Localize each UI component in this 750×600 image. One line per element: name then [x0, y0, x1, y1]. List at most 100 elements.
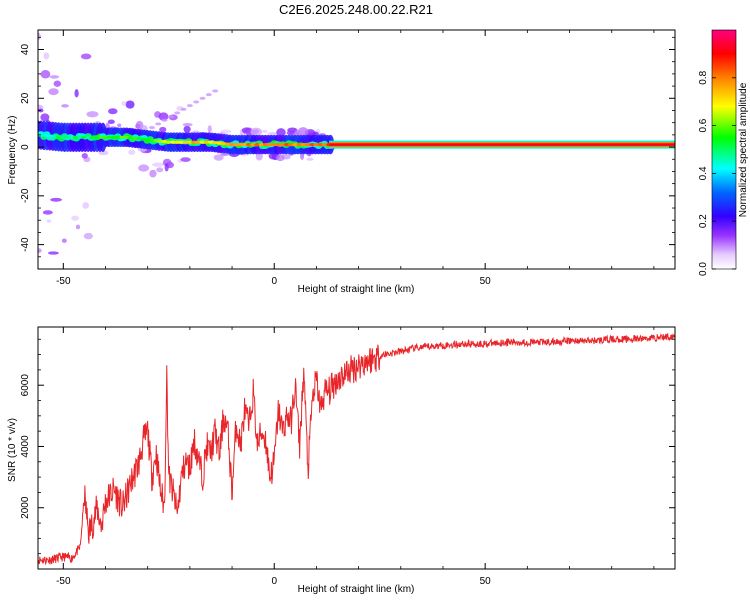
spectrogram-ridge-cell [68, 135, 75, 139]
spectrogram-noise-blob [117, 123, 122, 128]
spectrogram-noise-blob [186, 104, 193, 108]
colorbar-tick-label: 0.4 [698, 166, 709, 180]
spectrogram-ridge-cell [98, 135, 105, 139]
spectrogram-ridge-cell [254, 143, 261, 147]
spectrogram-ridge-cell [296, 143, 303, 147]
spectrogram-ytick-label: 20 [20, 92, 31, 104]
spectrogram-noise-blob [275, 154, 285, 162]
spectrogram-noise-blob [205, 93, 212, 97]
spectrogram-noise-blob [183, 125, 191, 133]
spectrogram-ridge-cell [300, 143, 307, 147]
spectrogram-frame [37, 29, 676, 270]
spectrogram-noise-blob [250, 127, 263, 137]
spectrogram-noise-blob [312, 131, 319, 136]
spectrogram-ridge-cell [72, 135, 79, 139]
snr-panel: -50 0 50 2000 4000 6000 Height of straight li… [7, 326, 676, 595]
colorbar-tick-label: 0.0 [698, 262, 709, 276]
spectrogram-noise-blob [50, 197, 62, 202]
spectrogram-noise-blob [80, 53, 92, 60]
spectrogram-ridge-cell [304, 143, 311, 147]
spectrogram-ridge-cell [119, 135, 126, 139]
spectrogram-noise-blob [61, 104, 69, 108]
spectrogram-panel: -50 0 50 -40 -20 0 20 40 Height of straight lin… [7, 17, 676, 295]
spectrogram-ridge-cell [81, 135, 88, 139]
spectrogram-noise-blob [38, 248, 42, 253]
spectrogram-ridge-cell [317, 143, 324, 147]
spectrogram-ridge-cell [186, 140, 193, 144]
spectrogram-noise-blob [40, 70, 51, 79]
spectrogram-noise-blob [83, 232, 93, 240]
spectrogram-ridge-cell [309, 143, 316, 147]
colorbar-tick-label: 0.2 [698, 214, 709, 228]
spectrogram-noise-blob [128, 149, 136, 156]
colorbar: 0.0 0.2 0.4 0.6 0.8 Normalized spectral ampl… [698, 29, 749, 276]
spectrogram-noise-blob [262, 129, 268, 133]
spectrogram-noise-blob [286, 130, 296, 136]
spectrogram-noise-blob [138, 164, 150, 172]
spectrogram-noise-blob [212, 89, 219, 93]
colorbar-tick-label: 0.6 [698, 118, 709, 132]
snr-ytick-label: 2000 [20, 496, 31, 519]
spectrogram-noise-blob [48, 88, 59, 96]
spectrogram-ridge-cell [94, 135, 101, 139]
spectrogram-noise-blob [75, 224, 81, 230]
snr-ytick-label: 4000 [20, 435, 31, 458]
spectrogram-ridge-cell [258, 143, 265, 147]
colorbar-gradient [711, 29, 737, 270]
spectrogram-ytick-label: 0 [20, 144, 31, 150]
spectrogram-noise-blob [164, 162, 169, 172]
spectrogram-noise-blob [108, 108, 118, 115]
figure-title: C2E6.2025.248.00.22.R21 [279, 2, 433, 17]
spectrogram-noise-blob [156, 167, 164, 173]
spectrogram-ridge-cell [77, 135, 84, 139]
spectrogram-noise-blob [40, 113, 50, 122]
spectrogram-noise-blob [82, 202, 90, 209]
spectrogram-noise-blob [86, 111, 99, 118]
spectrogram-xtick-label: 0 [271, 276, 277, 287]
spectrogram-ridge-cell [292, 143, 299, 147]
spectrogram-noise-blob [42, 210, 53, 215]
spectrogram-ridge-cell [110, 135, 117, 139]
spectrogram-ridge-cell [165, 140, 172, 144]
spectrogram-noise-blob [180, 157, 191, 163]
spectrogram-ridge-cell [115, 135, 122, 139]
spectrogram-ridge-cell [250, 143, 257, 147]
snr-xlabel: Height of straight line (km) [298, 584, 415, 595]
spectrogram-ytick-label: -40 [20, 237, 31, 252]
spectrogram-noise-blob [158, 112, 169, 121]
spectrogram-noise-blob [306, 157, 314, 161]
spectrogram-noise-blob [167, 115, 174, 119]
spectrogram-ridge-cell [283, 143, 290, 147]
spectrogram-noise-blob [152, 162, 165, 167]
spectrogram-ridge-cell [233, 143, 240, 147]
colorbar-label: Normalized spectral amplitude [738, 82, 749, 217]
spectrogram-xlabel: Height of straight line (km) [298, 284, 415, 295]
spectrogram-noise-blob [71, 215, 79, 221]
snr-frame [37, 326, 676, 570]
spectrogram-ridge-cell [267, 143, 274, 147]
spectrogram-noise-blob [207, 125, 212, 133]
spectrogram-ridge-cell [321, 143, 328, 147]
spectrogram-xtick-label: -50 [56, 276, 71, 287]
spectrogram-ridge-cell [279, 143, 286, 147]
spectrogram-ridge-cell [262, 143, 269, 147]
spectrogram-ridge-cell [178, 140, 185, 144]
spectrogram-ridge-line [329, 143, 675, 146]
spectrogram-noise-blob [53, 80, 62, 87]
spectrogram-noise-blob [98, 150, 109, 156]
spectrogram-ridge-cell [241, 143, 248, 147]
spectrogram-ridge-cell [182, 140, 189, 144]
colorbar-tick-label: 0.8 [698, 70, 709, 84]
spectrogram-ridge-cell [288, 143, 295, 147]
spectrogram-ridge-cell [106, 135, 113, 139]
spectrogram-ridge-cell [169, 140, 176, 144]
spectrogram-noise-blob [47, 251, 59, 255]
spectrogram-noise-blob [162, 158, 172, 167]
spectrogram-noise-blob [199, 96, 206, 100]
spectrogram-ridge-cell [102, 135, 109, 139]
spectrogram-noise-blob [107, 119, 115, 124]
spectrogram-noise-blob [37, 17, 46, 23]
spectrogram-ridge-cell [89, 135, 96, 139]
spectrogram-ytick-label: -20 [20, 188, 31, 203]
